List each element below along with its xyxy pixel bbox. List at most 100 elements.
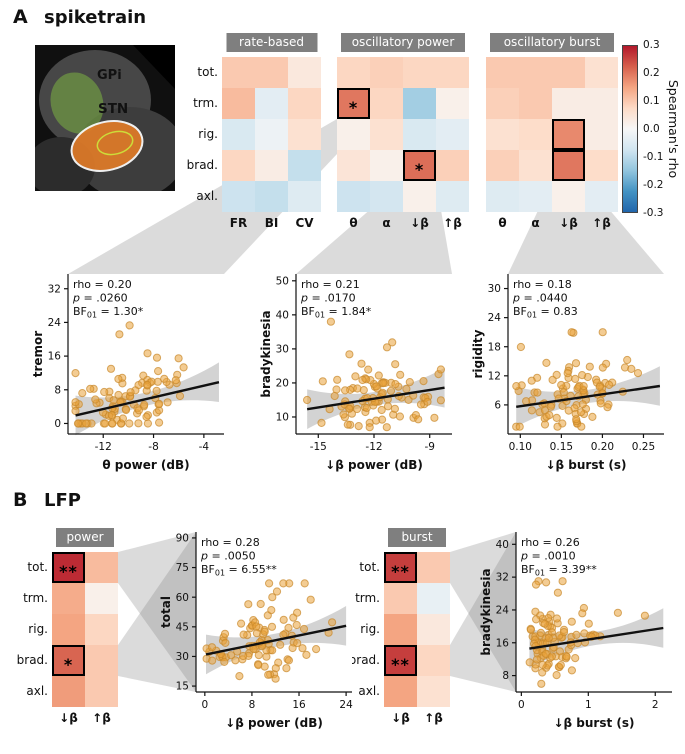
heatmap-cell bbox=[370, 88, 403, 119]
y-tick-label: 16 bbox=[48, 351, 62, 363]
heatmap-cell bbox=[222, 119, 255, 150]
y-tick-label: 30 bbox=[488, 283, 501, 295]
heatmap-cell bbox=[255, 181, 288, 212]
y-axis-title: bradykinesia bbox=[479, 568, 493, 655]
x-axis-title: ↓β power (dB) bbox=[325, 458, 423, 472]
scatter-points bbox=[71, 321, 188, 428]
x-tick-label: 0.25 bbox=[632, 441, 655, 453]
y-tick-label: 20 bbox=[276, 378, 289, 390]
stat-p: p = .0440 bbox=[512, 292, 568, 305]
heatmap-cell bbox=[417, 552, 450, 583]
x-axis-title: ↓β burst (s) bbox=[553, 716, 634, 730]
heatmap-cell bbox=[337, 119, 370, 150]
heatmap-cell bbox=[519, 150, 552, 181]
heatmap-cell bbox=[585, 119, 618, 150]
heatmap-cell: ** bbox=[52, 552, 85, 583]
x-tick-label: -12 bbox=[95, 441, 112, 453]
scatter-points bbox=[512, 328, 643, 431]
heatmap-cell bbox=[255, 88, 288, 119]
heatmap-cell bbox=[337, 181, 370, 212]
gpi-region bbox=[50, 72, 104, 134]
colorbar-tick-label: 0.0 bbox=[643, 122, 660, 135]
x-tick-label: 0 bbox=[201, 699, 208, 711]
stat-p: p = .0010 bbox=[520, 550, 576, 563]
y-axis-title: tremor bbox=[31, 331, 45, 378]
scatter-bradykinesia-beta-burst: 0 1 2 8 16 24 32 40 ↓β burst (s) bradykinesia rho … bbox=[478, 526, 678, 736]
panel-a-letter: A bbox=[13, 6, 28, 28]
panel-b-title: LFP bbox=[44, 490, 81, 511]
heatmap-cell bbox=[585, 88, 618, 119]
heatmap-cell bbox=[52, 583, 85, 614]
colorbar-tick-label: 0.2 bbox=[643, 66, 660, 79]
x-axis-title: ↓β power (dB) bbox=[225, 716, 323, 730]
heatmap-cell bbox=[486, 150, 519, 181]
x-tick-label: 0 bbox=[518, 699, 525, 711]
heatmap-row-label: rig. bbox=[198, 127, 218, 141]
heatmap-row-label: brad. bbox=[186, 158, 218, 172]
heatmap-cell bbox=[370, 150, 403, 181]
heatmap-cell bbox=[222, 88, 255, 119]
stat-rho: rho = 0.20 bbox=[73, 278, 132, 291]
heatmap-cell bbox=[519, 57, 552, 88]
x-tick-label: 2 bbox=[652, 699, 659, 711]
x-tick-label: 24 bbox=[339, 699, 353, 711]
stat-p: p = .0170 bbox=[300, 292, 356, 305]
y-axis-title: total bbox=[159, 596, 173, 628]
stat-rho: rho = 0.28 bbox=[201, 536, 260, 549]
heatmap-cell bbox=[337, 57, 370, 88]
heatmap-row-label: trm. bbox=[23, 591, 48, 605]
stat-rho: rho = 0.21 bbox=[301, 278, 360, 291]
heatmap-col-label: ↓β bbox=[559, 216, 578, 230]
colorbar-label: Spearman's rho bbox=[666, 79, 681, 179]
heatmap-cell bbox=[222, 181, 255, 212]
heatmap-col-label: ↑β bbox=[443, 216, 462, 230]
x-tick-label: 0.15 bbox=[550, 441, 573, 453]
regression-line bbox=[529, 626, 664, 650]
y-tick-label: 50 bbox=[276, 275, 289, 287]
heatmap-cell bbox=[255, 150, 288, 181]
stn-label: STN bbox=[98, 101, 128, 117]
scatter-points bbox=[525, 577, 649, 688]
heatmap-row-label: brad. bbox=[348, 653, 380, 667]
y-tick-label: 75 bbox=[176, 562, 189, 574]
colorbar-gradient bbox=[622, 45, 638, 213]
heatmap-row-label: brad. bbox=[16, 653, 48, 667]
heatmap-col-label: θ bbox=[498, 216, 507, 230]
brain-dark-corner bbox=[133, 45, 175, 89]
stat-bf: BF01 = 1.30* bbox=[73, 305, 144, 320]
heatmap-cell: * bbox=[52, 645, 85, 676]
heatmap-cell bbox=[222, 57, 255, 88]
colorbar-tick-label: 0.1 bbox=[643, 94, 660, 107]
y-tick-label: 18 bbox=[488, 341, 501, 353]
heatmap-cell bbox=[85, 552, 118, 583]
heatmap-col-label: ↑β bbox=[592, 216, 611, 230]
heatmap-cell bbox=[585, 181, 618, 212]
stat-p: p = .0050 bbox=[200, 550, 256, 563]
axes bbox=[504, 274, 664, 438]
heatmap-row-label: tot. bbox=[197, 65, 218, 79]
scatter-points bbox=[303, 317, 445, 432]
axes bbox=[64, 274, 224, 438]
heatmap-cell: * bbox=[403, 150, 436, 181]
heatmap-col-label: θ bbox=[349, 216, 358, 230]
heatmap-cell bbox=[585, 57, 618, 88]
heatmap-cell bbox=[519, 88, 552, 119]
heatmap-cell bbox=[436, 150, 469, 181]
y-tick-label: 16 bbox=[496, 637, 510, 649]
y-tick-label: 32 bbox=[48, 283, 61, 295]
stat-rho: rho = 0.18 bbox=[513, 278, 572, 291]
regression-line bbox=[75, 381, 220, 417]
x-tick-label: -12 bbox=[365, 441, 382, 453]
colorbar-tick-label: -0.2 bbox=[643, 178, 664, 191]
heatmap-col-label: BI bbox=[264, 216, 279, 230]
panel-b-letter: B bbox=[13, 489, 28, 511]
heatmap-cell bbox=[384, 583, 417, 614]
y-axis-title: bradykinesia bbox=[259, 310, 273, 397]
y-tick-label: 40 bbox=[276, 309, 289, 321]
heatmap-cell bbox=[288, 150, 321, 181]
heatmap-cell bbox=[384, 676, 417, 707]
heatmap-row-label: rig. bbox=[28, 622, 48, 636]
x-tick-label: 0.20 bbox=[591, 441, 614, 453]
y-tick-label: 90 bbox=[176, 533, 189, 545]
